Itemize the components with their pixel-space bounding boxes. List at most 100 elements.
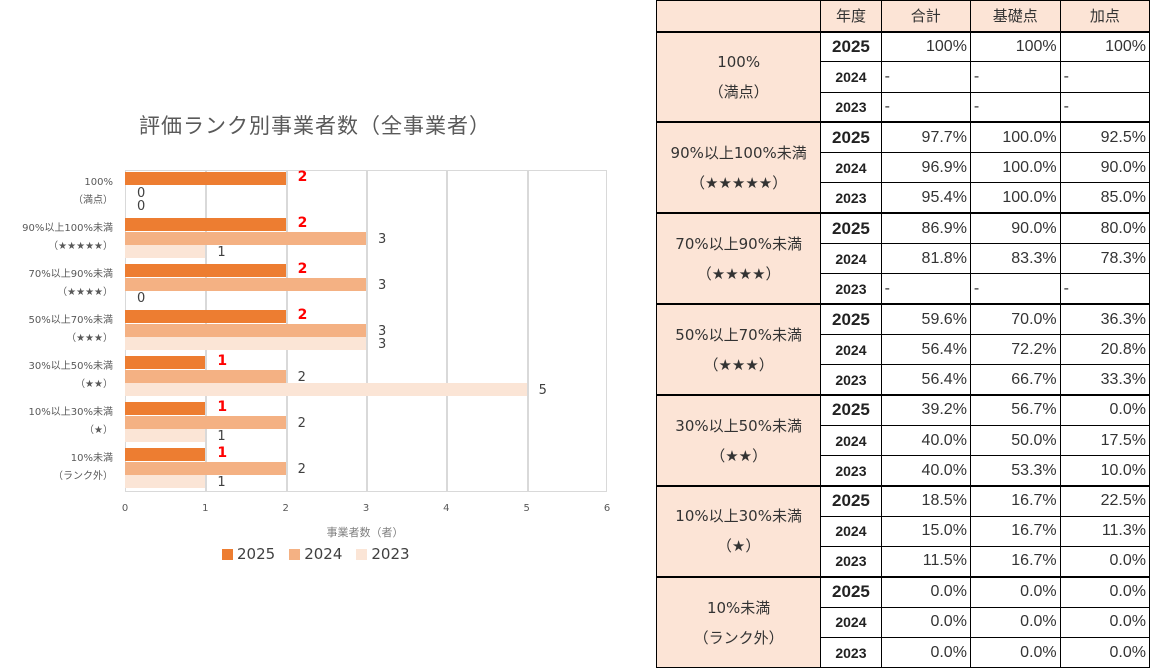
chart-title: 評価ランク別事業者数（全事業者） <box>139 114 491 138</box>
bar-2025 <box>125 264 286 277</box>
table-row: 10%以上30%未満 （★） 2025 18.5% 16.7% 22.5% <box>655 484 1150 578</box>
rank-sublabel: （★★★★） <box>696 264 781 283</box>
bar-2024 <box>125 277 366 291</box>
total-cell: 59.6% <box>880 303 971 335</box>
category-label-line1: 10%未満 <box>70 453 113 464</box>
bar-chart: 評価ランク別事業者数（全事業者） 100% （満点） 90%以上100%未満 （★★★… <box>0 114 610 563</box>
rank-cell: 50%以上70%未満 （★★★） <box>655 303 822 396</box>
bonus-cell: 20.8% <box>1059 333 1150 366</box>
data-label-2023: 1 <box>217 475 226 490</box>
category-label-line2: （満点） <box>73 195 113 206</box>
data-label-2025: 2 <box>297 215 308 231</box>
data-label-2024: 0 <box>137 185 146 201</box>
total-cell: 11.5% <box>880 546 971 578</box>
rank-label: 90%以上100%未満 <box>670 143 807 162</box>
year-cell: 2023 <box>820 182 882 214</box>
year-cell: 2024 <box>820 515 882 548</box>
data-label-2025: 1 <box>217 353 228 369</box>
bar-2023 <box>125 245 206 258</box>
bar-2025 <box>125 448 206 461</box>
header-base: 基礎点 <box>969 0 1061 32</box>
category-label-line2: （ランク外） <box>53 471 113 482</box>
x-tick-label: 2 <box>282 503 289 514</box>
year-cell: 2025 <box>820 121 882 154</box>
bar-2025 <box>125 402 206 415</box>
bonus-cell: 0.0% <box>1059 546 1150 578</box>
legend-swatch <box>289 548 301 560</box>
header-rank <box>655 0 822 32</box>
bar-2025 <box>125 356 206 369</box>
year-cell: 2025 <box>820 484 882 517</box>
table-row: 2024 56.4% 72.2% 20.8% <box>657 333 1150 366</box>
total-cell: 40.0% <box>880 455 971 487</box>
data-label-2023: 1 <box>217 429 226 444</box>
year-cell: 2023 <box>820 364 882 396</box>
bonus-cell: 100% <box>1059 30 1150 63</box>
legend-swatch <box>356 548 368 560</box>
total-cell: 86.9% <box>880 212 971 245</box>
rank-label: 30%以上50%未満 <box>675 416 802 435</box>
bonus-cell: - <box>1059 61 1150 93</box>
bonus-cell: 78.3% <box>1059 243 1150 275</box>
bonus-cell: 10.0% <box>1059 455 1150 487</box>
rank-cell: 90%以上100%未満 （★★★★★） <box>655 121 822 214</box>
total-cell: 0.0% <box>880 575 971 608</box>
rank-label: 70%以上90%未満 <box>675 234 802 253</box>
bonus-cell: 0.0% <box>1059 394 1150 426</box>
category-label-line1: 30%以上50%未満 <box>28 361 113 372</box>
bonus-cell: 80.0% <box>1059 212 1150 245</box>
category-label: 100% （満点） <box>0 175 113 209</box>
bar-2025 <box>125 310 286 323</box>
chart-legend: 2025 2024 2023 <box>222 545 410 563</box>
base-cell: 53.3% <box>969 455 1061 487</box>
bonus-cell: - <box>1059 91 1150 123</box>
legend-item-2023: 2023 <box>356 545 410 563</box>
category-label-line1: 90%以上100%未満 <box>22 223 113 234</box>
rank-label: 10%未満 <box>706 598 771 617</box>
base-cell: 70.0% <box>969 303 1061 335</box>
bonus-cell: 17.5% <box>1059 424 1150 457</box>
year-cell: 2023 <box>820 455 882 487</box>
total-cell: 56.4% <box>880 364 971 396</box>
x-axis-label: 事業者数（者） <box>326 526 404 539</box>
year-cell: 2025 <box>820 212 882 245</box>
year-cell: 2023 <box>820 546 882 578</box>
bar-2024 <box>125 415 286 429</box>
table-row: 30%以上50%未満 （★★） 2025 39.2% 56.7% 0.0% <box>655 394 1150 487</box>
rank-cell: 10%以上30%未満 （★） <box>655 484 822 578</box>
table-row: 2024 96.9% 100.0% 90.0% <box>657 152 1150 184</box>
category-label: 30%以上50%未満 （★★） <box>0 359 113 393</box>
bonus-cell: 0.0% <box>1059 606 1150 638</box>
rank-cell: 70%以上90%未満 （★★★★） <box>655 212 822 305</box>
bar-2023 <box>125 383 527 396</box>
year-cell: 2024 <box>820 424 882 457</box>
table-row: 2023 95.4% 100.0% 85.0% <box>657 182 1150 214</box>
legend-label: 2024 <box>304 545 343 563</box>
data-label-2023: 3 <box>378 337 387 352</box>
rank-cell: 10%未満 （ランク外） <box>655 575 822 668</box>
data-label-2025: 2 <box>297 169 308 185</box>
base-cell: 56.7% <box>969 394 1061 426</box>
data-label-2023: 5 <box>538 383 547 398</box>
rank-cell: 100% （満点） <box>655 30 822 123</box>
table-row: 2024- - - <box>657 61 1150 93</box>
data-label-2025: 1 <box>217 445 228 461</box>
year-cell: 2024 <box>820 243 882 275</box>
base-cell: 100.0% <box>969 121 1061 154</box>
base-cell: 66.7% <box>969 364 1061 396</box>
data-label-2024: 3 <box>378 231 387 247</box>
category-label: 10%未満 （ランク外） <box>0 451 113 485</box>
year-cell: 2024 <box>820 606 882 638</box>
year-cell: 2025 <box>820 30 882 63</box>
header-bonus: 加点 <box>1059 0 1150 32</box>
bar-2023 <box>125 429 206 442</box>
gridline <box>446 171 449 491</box>
base-cell: 50.0% <box>969 424 1061 457</box>
base-cell: 0.0% <box>969 575 1061 608</box>
base-cell: - <box>969 61 1061 93</box>
bar-2024 <box>125 231 366 245</box>
base-cell: 100% <box>969 30 1061 63</box>
year-cell: 2023 <box>820 91 882 123</box>
total-cell: 95.4% <box>880 182 971 214</box>
x-tick-label: 0 <box>121 503 129 514</box>
